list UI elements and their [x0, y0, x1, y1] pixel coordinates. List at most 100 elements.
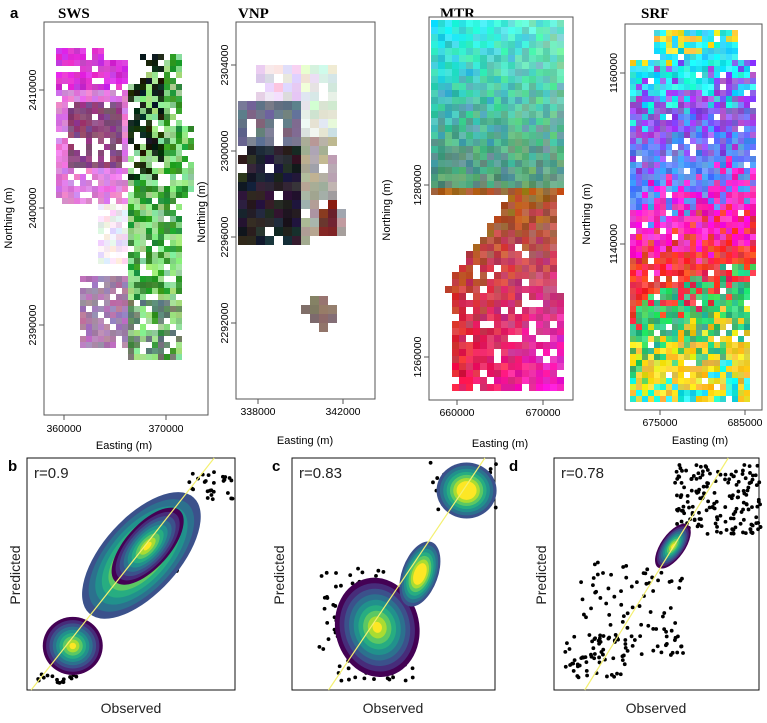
map-pixel: [68, 198, 74, 204]
map-pixel: [642, 60, 648, 66]
scatter-point: [750, 473, 755, 478]
map-pixel: [170, 228, 176, 234]
map-pixel: [164, 330, 170, 336]
map-pixel: [515, 76, 522, 83]
map-pixel: [487, 153, 494, 160]
map-pixel: [738, 72, 744, 78]
map-pixel: [660, 390, 666, 396]
map-pixel: [666, 360, 672, 366]
map-pixel: [726, 36, 732, 42]
scatter-point: [743, 531, 748, 536]
y-axis-label: Predicted: [271, 545, 287, 604]
map-pixel: [494, 321, 501, 328]
map-pixel: [702, 42, 708, 48]
map-pixel: [660, 162, 666, 168]
map-pixel: [104, 180, 110, 186]
map-pixel: [550, 76, 557, 83]
map-pixel: [660, 234, 666, 240]
scatter-point: [632, 638, 637, 642]
map-pixel: [247, 164, 256, 173]
map-pixel: [732, 48, 738, 54]
map-pixel: [684, 120, 690, 126]
map-pixel: [116, 138, 122, 144]
map-pixel: [122, 294, 128, 300]
map-mtr: MTR 660000 670000 1280000 1260000 Eastin…: [381, 6, 574, 450]
map-pixel: [319, 110, 328, 119]
map-pixel: [654, 276, 660, 282]
map-pixel: [140, 174, 146, 180]
map-pixel: [654, 108, 660, 114]
map-pixel: [744, 216, 750, 222]
map-pixel: [636, 360, 642, 366]
map-pixel: [128, 264, 134, 270]
map-pixel: [648, 204, 654, 210]
map-pixel: [508, 328, 515, 335]
map-pixel: [550, 286, 557, 293]
map-pixel: [642, 216, 648, 222]
map-pixel: [256, 182, 265, 191]
map-pixel: [256, 110, 265, 119]
map-pixel: [74, 126, 80, 132]
map-pixel: [176, 162, 182, 168]
map-pixel: [726, 252, 732, 258]
map-pixel: [702, 318, 708, 324]
map-pixel: [452, 34, 459, 41]
map-pixel: [720, 30, 726, 36]
map-pixel: [74, 162, 80, 168]
map-pixel: [92, 132, 98, 138]
map-pixel: [508, 181, 515, 188]
map-pixel: [642, 288, 648, 294]
map-pixel: [702, 228, 708, 234]
map-pixel: [283, 137, 292, 146]
map-pixel: [750, 252, 756, 258]
map-pixel: [104, 222, 110, 228]
map-pixel: [543, 286, 550, 293]
map-pixel: [176, 336, 182, 342]
map-pixel: [732, 132, 738, 138]
map-pixel: [265, 218, 274, 227]
map-pixel: [473, 104, 480, 111]
map-pixel: [431, 90, 438, 97]
map-pixel: [438, 83, 445, 90]
map-pixel: [104, 192, 110, 198]
map-pixel: [445, 181, 452, 188]
map-pixel: [642, 336, 648, 342]
map-pixel: [158, 330, 164, 336]
map-pixel: [182, 192, 188, 198]
map-pixel: [80, 96, 86, 102]
map-pixel: [134, 246, 140, 252]
map-pixel: [672, 180, 678, 186]
map-pixel: [738, 258, 744, 264]
scatter-point: [225, 491, 230, 495]
map-pixel: [310, 218, 319, 227]
map-pixel: [648, 354, 654, 360]
map-pixel: [158, 168, 164, 174]
map-pixel: [702, 336, 708, 342]
map-pixel: [696, 222, 702, 228]
map-pixel: [80, 336, 86, 342]
x-axis-label: Observed: [363, 700, 424, 716]
map-pixel: [684, 246, 690, 252]
scatter-point: [645, 567, 650, 572]
map-pixel: [265, 74, 274, 83]
map-pixel: [738, 132, 744, 138]
map-pixel: [738, 102, 744, 108]
map-pixel: [80, 48, 86, 54]
map-pixel: [170, 96, 176, 102]
map-pixel: [445, 34, 452, 41]
map-pixel: [104, 168, 110, 174]
map-pixel: [176, 120, 182, 126]
map-pixel: [128, 252, 134, 258]
map-pixel: [666, 168, 672, 174]
map-pixel: [708, 330, 714, 336]
map-pixel: [247, 236, 256, 245]
map-pixel: [508, 370, 515, 377]
map-pixel: [116, 246, 122, 252]
map-pixel: [146, 354, 152, 360]
map-pixel: [720, 138, 726, 144]
map-pixel: [508, 258, 515, 265]
map-pixel: [515, 20, 522, 27]
map-pixel: [152, 282, 158, 288]
map-pixel: [720, 96, 726, 102]
map-pixel: [431, 132, 438, 139]
